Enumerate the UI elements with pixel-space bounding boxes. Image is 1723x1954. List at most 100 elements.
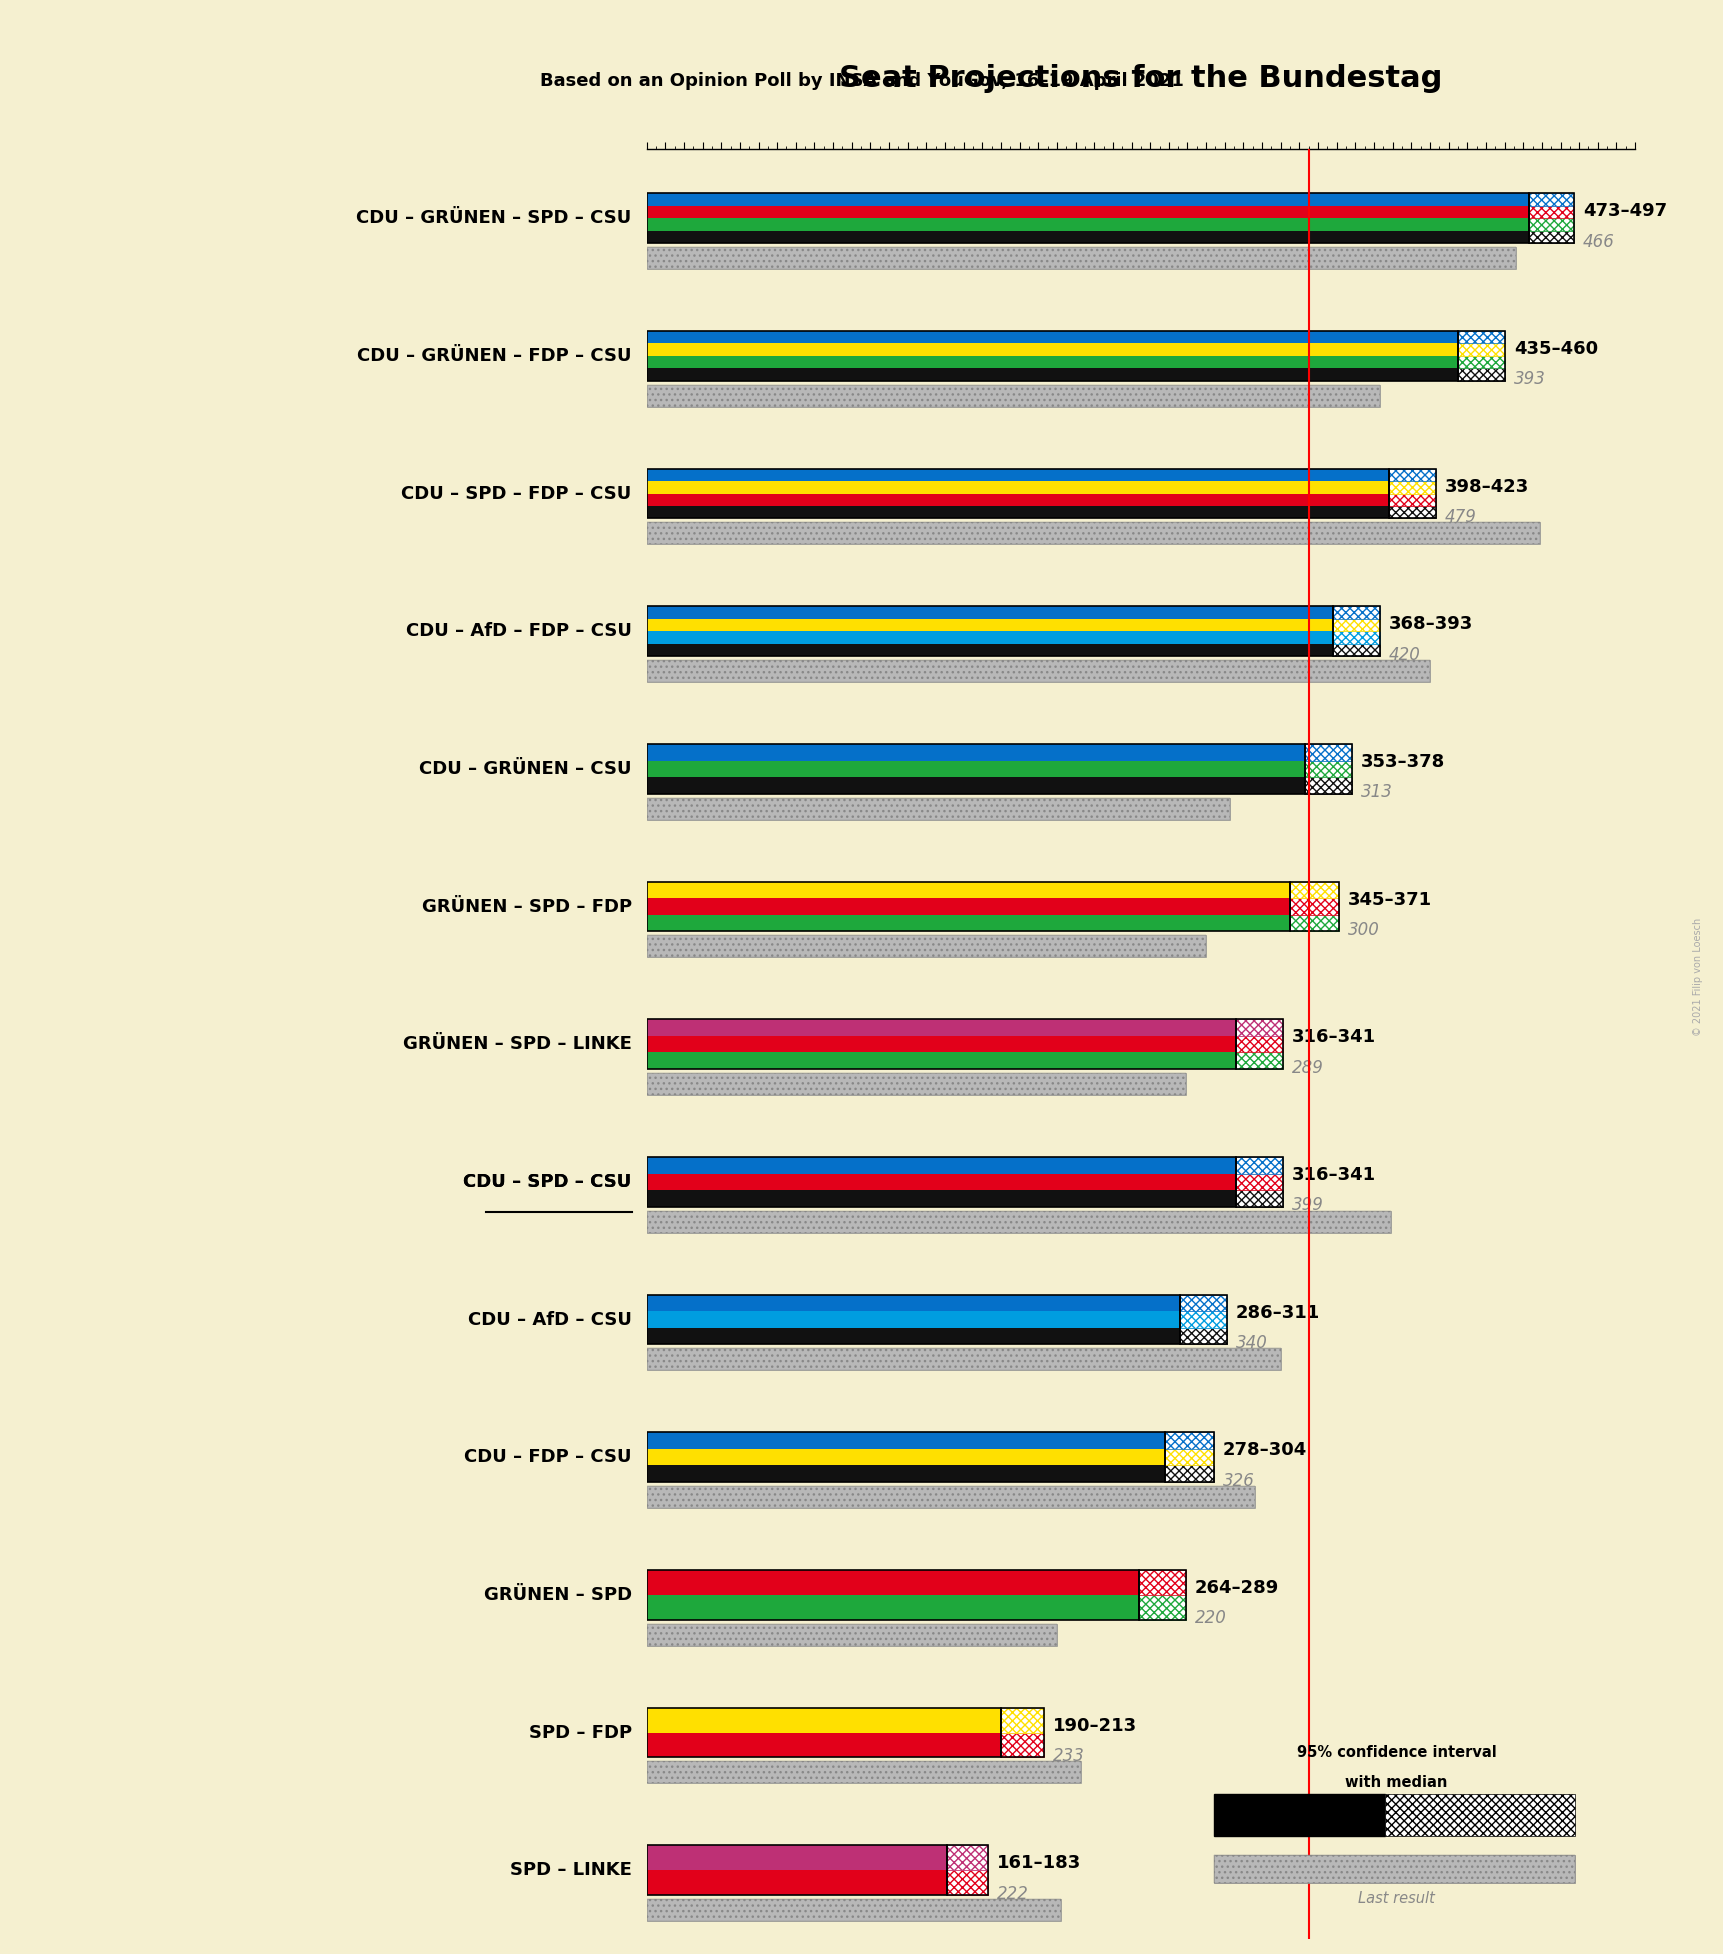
Text: CDU – GRÜNEN – CSU: CDU – GRÜNEN – CSU	[419, 760, 631, 778]
Bar	[646, 469, 1389, 518]
Bar	[1389, 481, 1435, 494]
Text: CDU – AfD – CSU: CDU – AfD – CSU	[467, 1311, 631, 1329]
Bar	[1165, 1432, 1213, 1481]
Text: GRÜNEN – SPD – LINKE: GRÜNEN – SPD – LINKE	[403, 1036, 631, 1053]
Bar	[646, 778, 1304, 793]
Bar	[646, 246, 1515, 270]
Bar	[1165, 1466, 1213, 1481]
Bar	[646, 797, 1230, 821]
Bar	[1235, 1157, 1282, 1208]
Bar	[1165, 1432, 1213, 1450]
Bar	[946, 1870, 987, 1895]
Bar	[1213, 1856, 1573, 1884]
Bar	[646, 1432, 1165, 1450]
Bar	[646, 881, 1289, 932]
Bar	[646, 606, 1332, 619]
Text: 326: 326	[1222, 1471, 1254, 1489]
Bar	[646, 1708, 1001, 1757]
Bar	[1304, 778, 1351, 793]
Text: 368–393: 368–393	[1389, 616, 1473, 633]
Bar	[1235, 1174, 1282, 1190]
Bar	[646, 385, 1378, 406]
Text: 353–378: 353–378	[1359, 752, 1444, 772]
Bar	[1213, 1794, 1384, 1837]
Bar	[646, 1190, 1235, 1208]
Text: 345–371: 345–371	[1347, 891, 1432, 909]
Text: CDU – SPD – FDP – CSU: CDU – SPD – FDP – CSU	[401, 485, 631, 502]
Text: 393: 393	[1513, 369, 1546, 389]
Bar	[646, 1450, 1165, 1466]
Bar	[1179, 1329, 1227, 1344]
Bar	[646, 1733, 1001, 1757]
Bar	[646, 936, 1206, 957]
Text: 190–213: 190–213	[1053, 1718, 1137, 1735]
Bar	[646, 1296, 1179, 1311]
Bar	[1235, 1190, 1282, 1208]
Text: 398–423: 398–423	[1444, 477, 1528, 496]
Bar	[646, 1466, 1165, 1481]
Bar	[1304, 760, 1351, 778]
Bar	[646, 1845, 946, 1895]
Bar	[1332, 643, 1378, 657]
Bar	[646, 881, 1289, 899]
Text: CDU – FDP – CSU: CDU – FDP – CSU	[463, 1448, 631, 1466]
Text: 473–497: 473–497	[1582, 203, 1666, 221]
Bar	[1528, 193, 1573, 242]
Bar	[646, 1899, 1060, 1921]
Bar	[646, 330, 1458, 344]
Bar	[1458, 367, 1504, 381]
Text: 399: 399	[1291, 1196, 1323, 1213]
Bar	[1528, 205, 1573, 219]
Bar	[646, 367, 1458, 381]
Bar	[1528, 231, 1573, 242]
Bar	[646, 1157, 1235, 1208]
Bar	[646, 619, 1332, 631]
Text: 316–341: 316–341	[1291, 1167, 1375, 1184]
Bar	[646, 760, 1304, 778]
Bar	[646, 522, 1539, 545]
Bar	[646, 914, 1289, 932]
Bar	[646, 1571, 1139, 1594]
Bar	[646, 1594, 1139, 1620]
Bar	[1139, 1571, 1185, 1620]
Bar	[1458, 330, 1504, 381]
Bar	[646, 1624, 1056, 1645]
Bar	[646, 1761, 1080, 1784]
Bar	[1458, 344, 1504, 356]
Bar	[646, 205, 1528, 219]
Bar	[946, 1845, 987, 1870]
Bar	[646, 899, 1289, 914]
Bar	[646, 193, 1528, 242]
Text: with median: with median	[1344, 1774, 1447, 1790]
Text: CDU – AfD – FDP – CSU: CDU – AfD – FDP – CSU	[405, 621, 631, 641]
Bar	[1139, 1571, 1185, 1594]
Bar	[1179, 1311, 1227, 1329]
Bar	[646, 1870, 946, 1895]
Bar	[646, 1211, 1390, 1233]
Bar	[646, 1708, 1001, 1733]
Text: Last result: Last result	[1358, 1891, 1434, 1907]
Text: CDU – GRÜNEN – FDP – CSU: CDU – GRÜNEN – FDP – CSU	[357, 348, 631, 365]
Bar	[646, 1073, 1185, 1094]
Bar	[646, 1432, 1165, 1481]
Bar	[646, 1761, 1080, 1784]
Bar	[946, 1845, 987, 1895]
Text: © 2021 Filip von Loesch: © 2021 Filip von Loesch	[1692, 918, 1702, 1036]
Bar	[646, 344, 1458, 356]
Bar	[1179, 1296, 1227, 1311]
Bar	[1332, 606, 1378, 619]
Bar	[646, 246, 1515, 270]
Text: CDU – GRÜNEN – SPD – CSU: CDU – GRÜNEN – SPD – CSU	[357, 209, 631, 227]
Text: 300: 300	[1347, 920, 1378, 940]
Bar	[1235, 1020, 1282, 1069]
Bar	[646, 1624, 1056, 1645]
Bar	[1389, 469, 1435, 518]
Text: CDU – SPD – CSU: CDU – SPD – CSU	[463, 1172, 631, 1190]
Bar	[646, 1348, 1280, 1370]
Bar	[1332, 619, 1378, 631]
Text: 161–183: 161–183	[996, 1854, 1080, 1872]
Bar	[646, 506, 1389, 518]
Bar	[1001, 1733, 1042, 1757]
Bar	[1389, 494, 1435, 506]
Bar	[646, 660, 1428, 682]
